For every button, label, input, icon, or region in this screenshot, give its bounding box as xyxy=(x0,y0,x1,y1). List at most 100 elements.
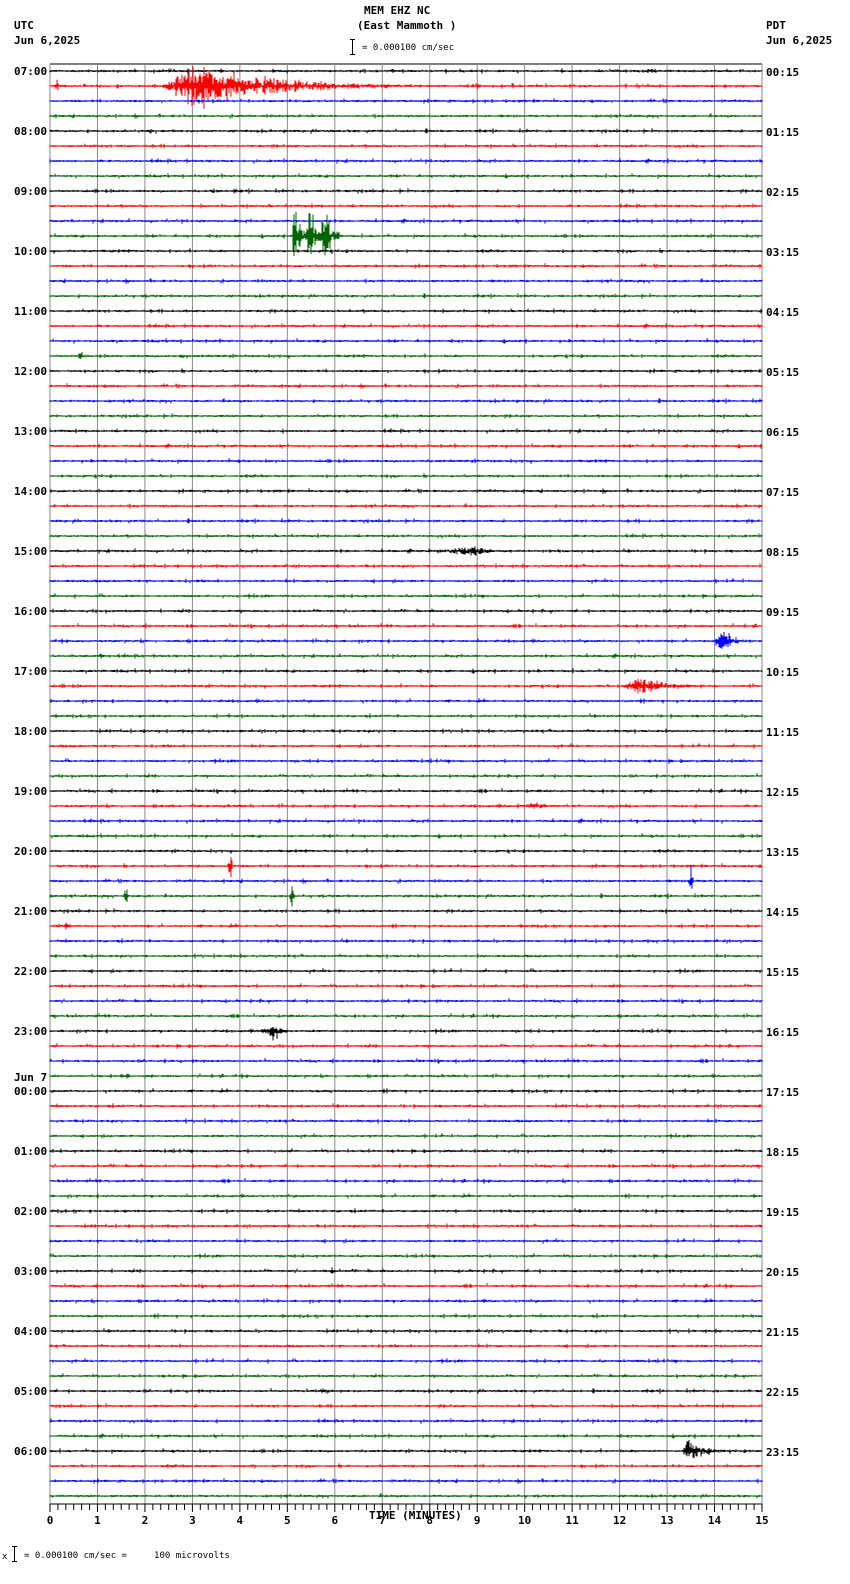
trace-row xyxy=(49,1133,763,1139)
trace-row xyxy=(49,398,763,404)
trace-row xyxy=(49,632,763,649)
utc-hour-label: 00:00 xyxy=(14,1085,48,1098)
trace-row xyxy=(49,128,763,134)
trace-row xyxy=(49,1373,763,1379)
station-location: (East Mammoth ) xyxy=(357,19,457,32)
pdt-hour-label: 11:15 xyxy=(766,726,800,739)
trace-row xyxy=(49,848,763,854)
trace-row xyxy=(49,428,763,434)
pdt-hour-label: 04:15 xyxy=(766,306,800,319)
x-tick-label: 12 xyxy=(612,1514,627,1527)
trace-row xyxy=(49,938,763,944)
trace-row xyxy=(49,563,763,569)
x-tick-label: 0 xyxy=(46,1514,54,1527)
trace-row xyxy=(49,1163,763,1169)
trace-row xyxy=(49,1103,763,1109)
pdt-hour-label: 23:15 xyxy=(766,1446,800,1459)
footer-prefix: x xyxy=(2,1552,8,1562)
pdt-hour-label: 19:15 xyxy=(766,1206,800,1219)
trace-row xyxy=(49,443,763,449)
pdt-hour-label: 08:15 xyxy=(766,546,800,559)
trace-row xyxy=(49,983,763,989)
x-tick-label: 2 xyxy=(141,1514,149,1527)
seismic-traces xyxy=(49,66,763,1499)
trace-row xyxy=(49,98,763,104)
trace-row xyxy=(49,608,763,614)
trace-row xyxy=(49,1013,763,1019)
utc-hour-label: 13:00 xyxy=(14,425,48,438)
pdt-hour-label: 05:15 xyxy=(766,366,800,379)
pdt-hour-label: 15:15 xyxy=(766,966,800,979)
x-tick-label: 13 xyxy=(660,1514,674,1527)
pdt-hour-label: 14:15 xyxy=(766,906,800,919)
trace-row xyxy=(49,263,763,269)
utc-hour-label: 17:00 xyxy=(14,665,48,678)
pdt-hour-label: 17:15 xyxy=(766,1086,800,1099)
minute-gridlines xyxy=(49,63,763,1504)
utc-hour-label: 08:00 xyxy=(14,125,48,138)
trace-row xyxy=(49,1148,763,1154)
x-tick-label: 14 xyxy=(707,1514,722,1527)
trace-row xyxy=(49,368,763,374)
trace-row xyxy=(49,158,763,164)
utc-hour-label: 06:00 xyxy=(14,1445,48,1458)
scale-bar-icon xyxy=(350,39,355,55)
x-tick-label: 1 xyxy=(94,1514,101,1527)
trace-row xyxy=(49,211,763,256)
pdt-hour-label: 06:15 xyxy=(766,426,800,439)
utc-hour-label: 11:00 xyxy=(14,305,48,318)
x-tick-label: 15 xyxy=(755,1514,769,1527)
trace-row xyxy=(49,1358,763,1364)
trace-row xyxy=(49,678,763,694)
trace-row xyxy=(49,1027,763,1041)
trace-row xyxy=(49,593,763,599)
trace-row xyxy=(49,833,763,839)
trace-row xyxy=(49,1440,763,1458)
utc-hour-label: 10:00 xyxy=(14,245,48,258)
trace-row xyxy=(49,518,763,524)
x-axis-label: TIME (MINUTES) xyxy=(369,1509,462,1522)
utc-hour-label: 01:00 xyxy=(14,1145,48,1158)
utc-hour-label: 14:00 xyxy=(14,485,48,498)
trace-row xyxy=(49,546,763,556)
trace-row xyxy=(49,1223,763,1229)
trace-row xyxy=(49,143,763,149)
trace-row xyxy=(49,668,763,674)
trace-row xyxy=(49,413,763,419)
trace-row xyxy=(49,1267,763,1274)
pdt-label: PDT xyxy=(766,19,786,32)
trace-row xyxy=(49,1088,763,1094)
utc-hour-label: 20:00 xyxy=(14,845,48,858)
trace-row xyxy=(49,1433,763,1439)
utc-hour-label: 04:00 xyxy=(14,1325,48,1338)
utc-hour-label: 07:00 xyxy=(14,65,48,78)
trace-row xyxy=(49,1328,763,1334)
footer-scale-bar-icon xyxy=(12,1546,17,1562)
x-tick-label: 10 xyxy=(518,1514,532,1527)
utc-hour-label: 12:00 xyxy=(14,365,48,378)
utc-hour-label: 09:00 xyxy=(14,185,48,198)
pdt-hour-label: 16:15 xyxy=(766,1026,800,1039)
trace-row xyxy=(49,773,763,779)
pdt-hour-label: 13:15 xyxy=(766,846,800,859)
trace-row xyxy=(49,1463,763,1469)
trace-row xyxy=(49,1193,763,1199)
utc-date: Jun 6,2025 xyxy=(14,34,81,47)
trace-row xyxy=(49,788,763,794)
trace-row xyxy=(49,488,763,494)
time-axis xyxy=(49,1503,763,1512)
x-tick-label: 8 xyxy=(426,1514,434,1527)
trace-row xyxy=(49,1313,763,1319)
trace-row xyxy=(49,1403,763,1409)
scale-text: = 0.000100 cm/sec xyxy=(362,43,455,53)
pdt-hour-label: 03:15 xyxy=(766,246,800,259)
utc-date-label: Jun 7 xyxy=(14,1071,48,1084)
trace-row xyxy=(49,338,763,344)
trace-row xyxy=(49,218,763,224)
trace-row xyxy=(49,758,763,764)
trace-row xyxy=(49,865,763,889)
x-tick-label: 11 xyxy=(565,1514,579,1527)
trace-row xyxy=(49,953,763,959)
trace-row xyxy=(49,802,763,809)
trace-row xyxy=(49,1253,763,1259)
